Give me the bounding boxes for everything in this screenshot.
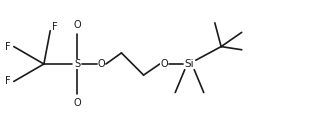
Text: O: O bbox=[98, 59, 105, 69]
Text: Si: Si bbox=[185, 59, 194, 69]
Text: F: F bbox=[5, 76, 11, 86]
Text: S: S bbox=[74, 59, 80, 69]
Text: F: F bbox=[52, 22, 58, 32]
Text: F: F bbox=[5, 42, 11, 52]
Text: O: O bbox=[73, 98, 81, 108]
Text: O: O bbox=[73, 20, 81, 30]
Text: O: O bbox=[160, 59, 168, 69]
